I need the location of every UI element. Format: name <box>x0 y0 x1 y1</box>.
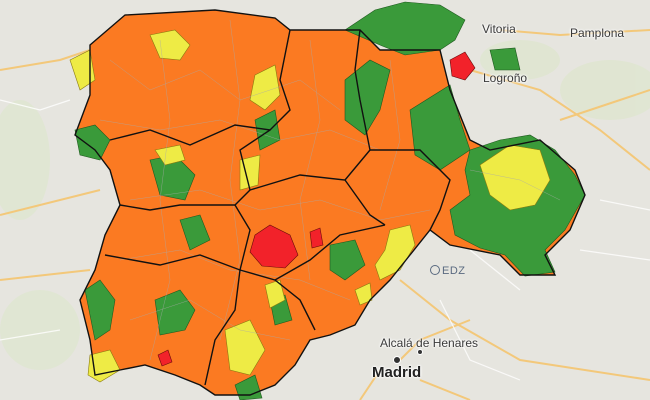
regions-yellow <box>69 29 551 383</box>
municipality-borders <box>99 19 561 361</box>
city-label-pamplona: Pamplona <box>570 26 625 40</box>
minor-roads <box>0 99 650 381</box>
terrain-patches <box>0 40 650 370</box>
province-borders <box>74 9 586 396</box>
city-label-alcala: Alcalá de Henares <box>380 336 479 350</box>
regions-red <box>157 51 476 367</box>
madrid-dot <box>393 356 401 364</box>
city-label-vitoria: Vitoria <box>482 22 516 36</box>
regions-green <box>74 1 586 400</box>
city-label-madrid: Madrid <box>372 364 422 381</box>
alcala-dot <box>417 349 423 355</box>
edz-logo-icon <box>430 265 440 275</box>
city-label-logrono: Logroño <box>483 71 528 85</box>
edz-watermark-text: EDZ <box>442 265 466 277</box>
edz-watermark: EDZ <box>430 265 466 277</box>
